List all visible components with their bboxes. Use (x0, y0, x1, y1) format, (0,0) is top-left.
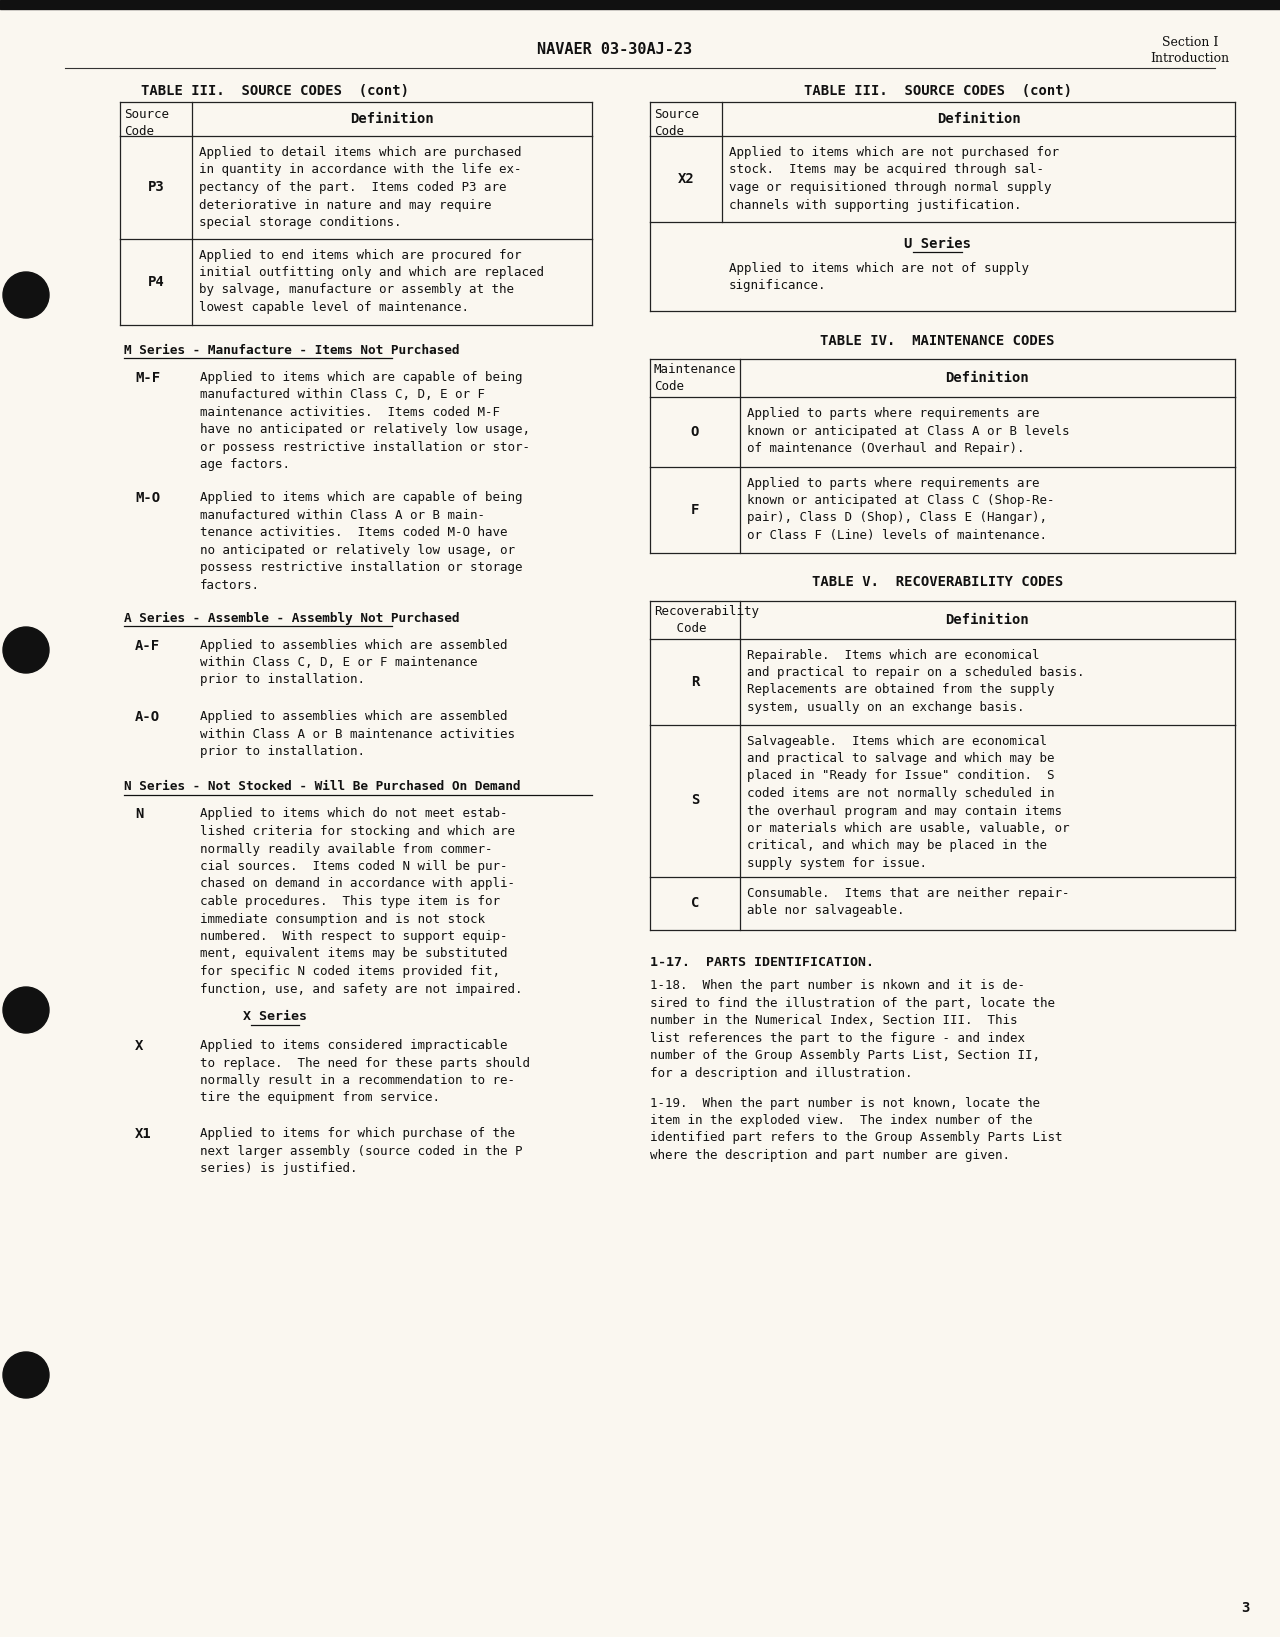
Bar (0, 0, 1280, 8)
Text: Definition: Definition (937, 111, 1020, 126)
Text: Salvageable.  Items which are economical
and practical to salvage and which may : Salvageable. Items which are economical … (748, 735, 1070, 869)
Text: Applied to parts where requirements are
known or anticipated at Class A or B lev: Applied to parts where requirements are … (748, 408, 1070, 455)
Circle shape (3, 987, 49, 1033)
Text: TABLE III.  SOURCE CODES  (cont): TABLE III. SOURCE CODES (cont) (141, 83, 410, 98)
Text: P3: P3 (147, 180, 164, 195)
Text: TABLE V.  RECOVERABILITY CODES: TABLE V. RECOVERABILITY CODES (812, 576, 1064, 589)
Text: Applied to items which are not of supply
significance.: Applied to items which are not of supply… (730, 262, 1029, 293)
Text: N Series - Not Stocked - Will Be Purchased On Demand: N Series - Not Stocked - Will Be Purchas… (124, 781, 521, 794)
Text: N: N (134, 807, 143, 822)
Text: M Series - Manufacture - Items Not Purchased: M Series - Manufacture - Items Not Purch… (124, 344, 460, 357)
Text: 3: 3 (1240, 1601, 1249, 1616)
Text: Recoverability
   Code: Recoverability Code (654, 604, 759, 635)
Circle shape (3, 627, 49, 673)
Text: Applied to parts where requirements are
known or anticipated at Class C (Shop-Re: Applied to parts where requirements are … (748, 476, 1055, 542)
Text: NAVAER 03-30AJ-23: NAVAER 03-30AJ-23 (538, 43, 692, 57)
Text: R: R (691, 674, 699, 689)
Text: M-O: M-O (134, 491, 160, 506)
Text: 1-19.  When the part number is not known, locate the
item in the exploded view. : 1-19. When the part number is not known,… (650, 1097, 1062, 1162)
Text: X1: X1 (134, 1126, 152, 1141)
Text: Maintenance
Code: Maintenance Code (654, 363, 736, 393)
Text: Applied to assemblies which are assembled
within Class A or B maintenance activi: Applied to assemblies which are assemble… (200, 710, 515, 758)
Text: Definition: Definition (946, 612, 1029, 627)
Text: Section I: Section I (1162, 36, 1219, 49)
Text: Applied to items which are not purchased for
stock.  Items may be acquired throu: Applied to items which are not purchased… (730, 146, 1059, 211)
Text: A-F: A-F (134, 638, 160, 653)
Text: Applied to items considered impracticable
to replace.  The need for these parts : Applied to items considered impracticabl… (200, 1039, 530, 1105)
Text: 1-17.  PARTS IDENTIFICATION.: 1-17. PARTS IDENTIFICATION. (650, 956, 874, 969)
Text: M-F: M-F (134, 370, 160, 385)
Text: P4: P4 (147, 275, 164, 288)
Text: Definition: Definition (946, 372, 1029, 385)
Circle shape (3, 1352, 49, 1398)
Text: Applied to items which are capable of being
manufactured within Class C, D, E or: Applied to items which are capable of be… (200, 370, 530, 471)
Text: O: O (691, 424, 699, 439)
Text: Definition: Definition (351, 111, 434, 126)
Text: S: S (691, 794, 699, 807)
Text: F: F (691, 503, 699, 517)
Text: Applied to detail items which are purchased
in quantity in accordance with the l: Applied to detail items which are purcha… (198, 146, 521, 229)
Text: TABLE IV.  MAINTENANCE CODES: TABLE IV. MAINTENANCE CODES (820, 334, 1055, 349)
Text: U Series: U Series (904, 237, 972, 250)
Text: Applied to items for which purchase of the
next larger assembly (source coded in: Applied to items for which purchase of t… (200, 1126, 522, 1175)
Text: X Series: X Series (243, 1010, 307, 1023)
Text: C: C (691, 895, 699, 910)
Text: TABLE III.  SOURCE CODES  (cont): TABLE III. SOURCE CODES (cont) (804, 83, 1071, 98)
Text: Applied to end items which are procured for
initial outfitting only and which ar: Applied to end items which are procured … (198, 249, 544, 314)
Text: X2: X2 (677, 172, 694, 187)
Text: Source
Code: Source Code (124, 108, 169, 138)
Text: Source
Code: Source Code (654, 108, 699, 138)
Text: A Series - Assemble - Assembly Not Purchased: A Series - Assemble - Assembly Not Purch… (124, 612, 460, 625)
Circle shape (3, 272, 49, 318)
Text: Applied to items which do not meet estab-
lished criteria for stocking and which: Applied to items which do not meet estab… (200, 807, 522, 995)
Text: Applied to items which are capable of being
manufactured within Class A or B mai: Applied to items which are capable of be… (200, 491, 522, 593)
Text: Repairable.  Items which are economical
and practical to repair on a scheduled b: Repairable. Items which are economical a… (748, 648, 1084, 714)
Text: Applied to assemblies which are assembled
within Class C, D, E or F maintenance
: Applied to assemblies which are assemble… (200, 638, 507, 686)
Text: X: X (134, 1039, 143, 1053)
Text: 1-18.  When the part number is nkown and it is de-
sired to find the illustratio: 1-18. When the part number is nkown and … (650, 979, 1055, 1080)
Text: Introduction: Introduction (1151, 51, 1230, 64)
Text: A-O: A-O (134, 710, 160, 724)
Text: Consumable.  Items that are neither repair-
able nor salvageable.: Consumable. Items that are neither repai… (748, 887, 1070, 917)
